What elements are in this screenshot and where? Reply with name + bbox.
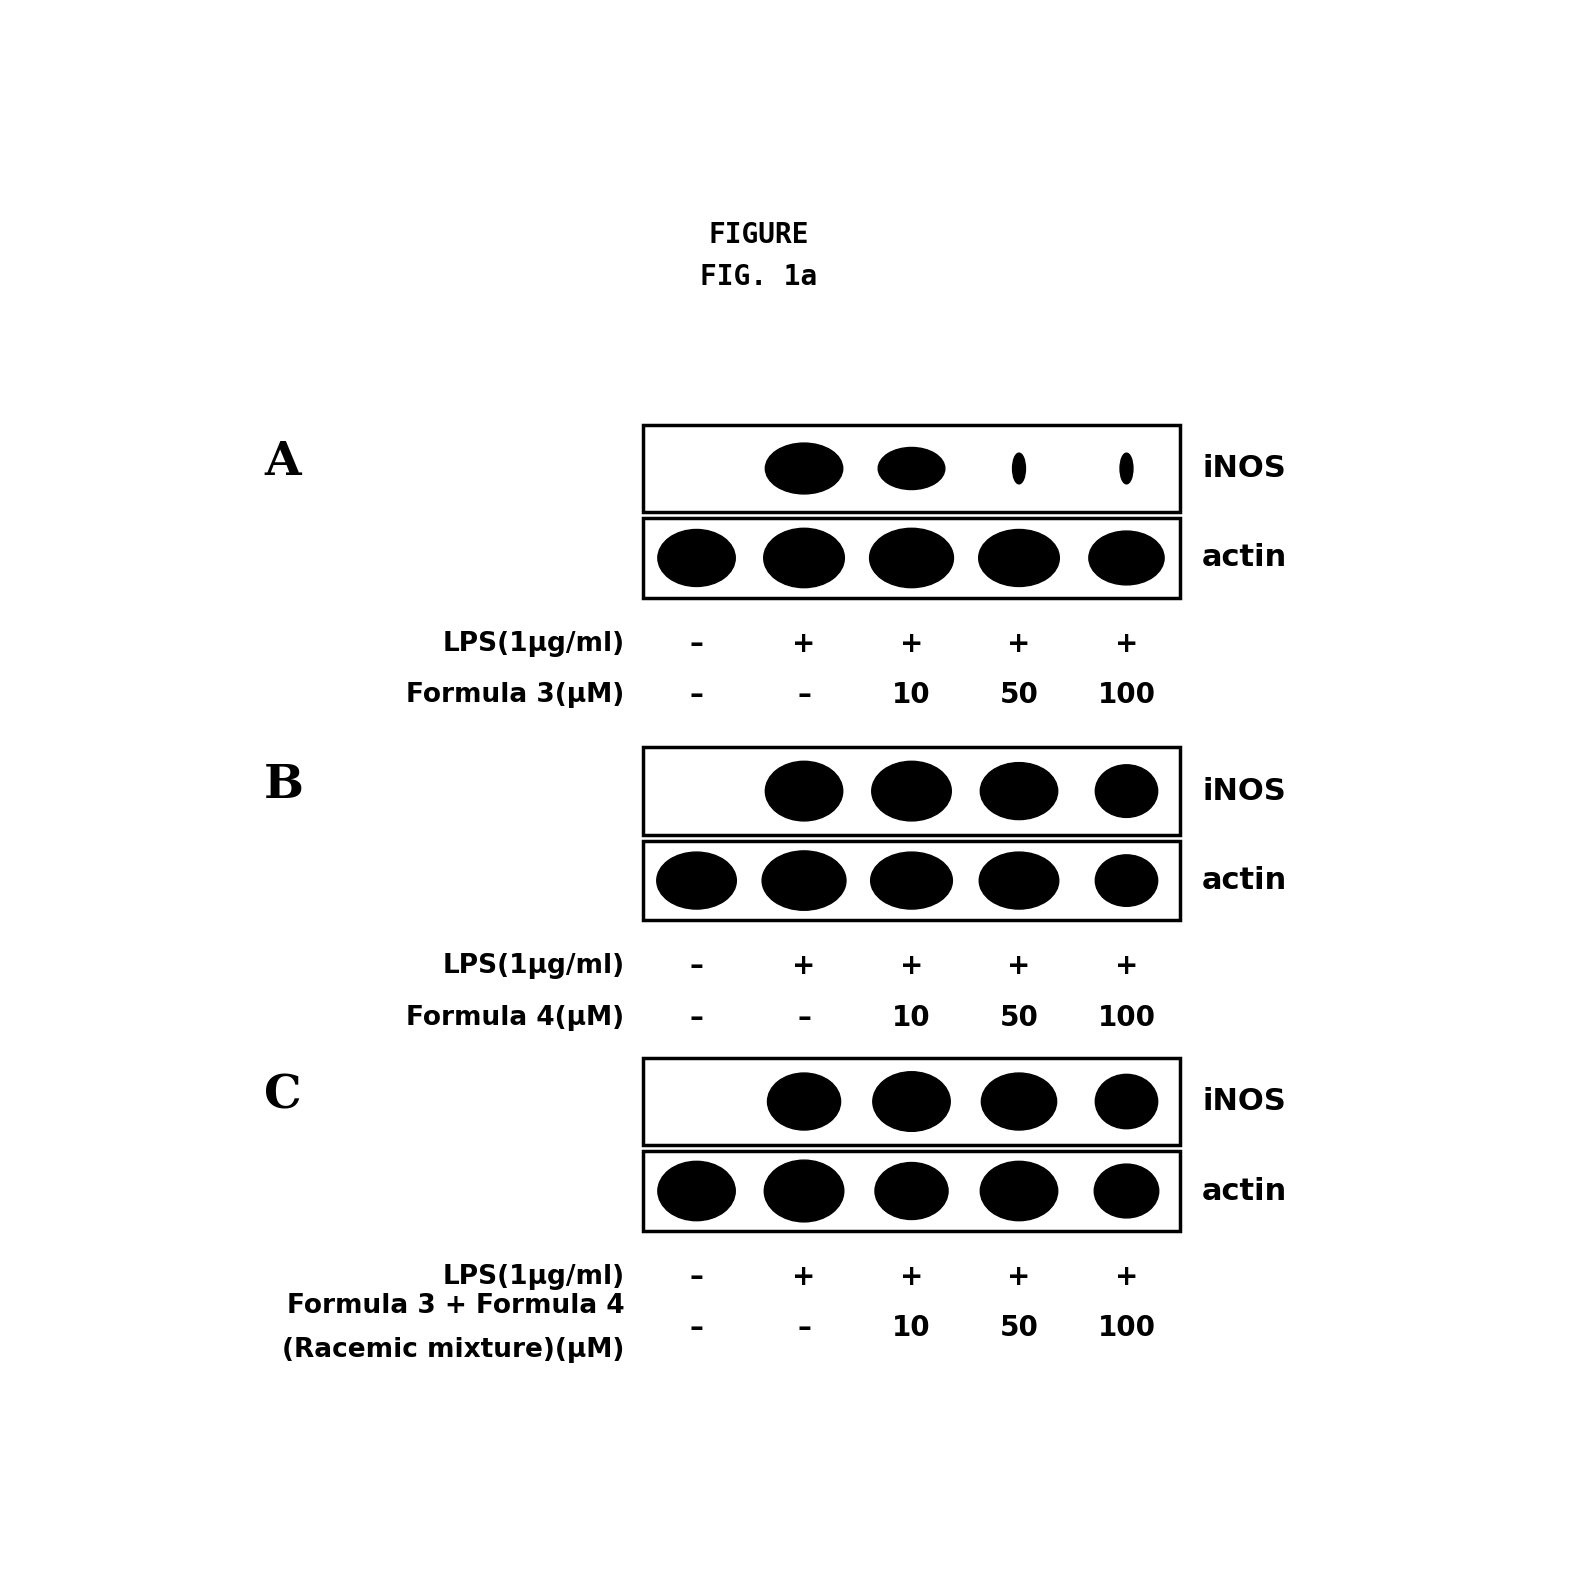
Ellipse shape — [764, 1160, 843, 1222]
Ellipse shape — [980, 1162, 1057, 1221]
Bar — [643, 519, 1180, 598]
Text: +: + — [793, 629, 816, 658]
Bar — [643, 841, 1180, 920]
Text: LPS(1μg/ml): LPS(1μg/ml) — [443, 631, 624, 656]
Ellipse shape — [979, 852, 1059, 909]
Ellipse shape — [878, 447, 946, 490]
Text: +: + — [900, 952, 924, 980]
Ellipse shape — [1121, 454, 1133, 484]
Text: –: – — [690, 681, 703, 708]
Text: +: + — [1114, 629, 1138, 658]
Ellipse shape — [1012, 454, 1026, 484]
Text: –: – — [690, 952, 703, 980]
Ellipse shape — [1089, 531, 1165, 585]
Text: –: – — [797, 681, 812, 708]
Text: +: + — [793, 952, 816, 980]
Text: –: – — [690, 1314, 703, 1342]
Ellipse shape — [657, 530, 736, 587]
Text: 100: 100 — [1097, 1004, 1155, 1031]
Text: Formula 3(μM): Formula 3(μM) — [407, 681, 624, 708]
Text: 100: 100 — [1097, 681, 1155, 708]
Text: –: – — [797, 1004, 812, 1031]
Text: 50: 50 — [999, 1314, 1039, 1342]
Ellipse shape — [872, 762, 952, 821]
Bar — [643, 1058, 1180, 1145]
Text: +: + — [1114, 952, 1138, 980]
Bar — [643, 425, 1180, 512]
Text: actin: actin — [1202, 866, 1288, 895]
Ellipse shape — [766, 443, 843, 493]
Text: 10: 10 — [892, 681, 931, 708]
Text: C: C — [265, 1072, 301, 1118]
Ellipse shape — [657, 1162, 736, 1221]
Text: +: + — [900, 629, 924, 658]
Text: (Racemic mixture)(μM): (Racemic mixture)(μM) — [282, 1338, 624, 1363]
Bar — [643, 1151, 1180, 1230]
Text: FIGURE: FIGURE — [709, 221, 808, 248]
Text: actin: actin — [1202, 1176, 1288, 1205]
Ellipse shape — [870, 528, 953, 588]
Ellipse shape — [1095, 855, 1158, 906]
Ellipse shape — [980, 762, 1057, 819]
Text: B: B — [265, 762, 304, 808]
Ellipse shape — [1095, 765, 1158, 817]
Ellipse shape — [979, 530, 1059, 587]
Text: +: + — [1007, 1263, 1031, 1290]
Text: Formula 4(μM): Formula 4(μM) — [407, 1004, 624, 1031]
Text: +: + — [793, 1263, 816, 1290]
Ellipse shape — [1095, 1075, 1158, 1129]
Ellipse shape — [873, 1072, 950, 1132]
Text: 100: 100 — [1097, 1314, 1155, 1342]
Text: 50: 50 — [999, 1004, 1039, 1031]
Text: –: – — [690, 1263, 703, 1290]
Text: 10: 10 — [892, 1314, 931, 1342]
Text: A: A — [265, 440, 301, 485]
Ellipse shape — [657, 852, 736, 909]
Text: LPS(1μg/ml): LPS(1μg/ml) — [443, 953, 624, 979]
Bar — [643, 748, 1180, 835]
Ellipse shape — [766, 762, 843, 821]
Text: +: + — [900, 1263, 924, 1290]
Text: –: – — [690, 1004, 703, 1031]
Text: 10: 10 — [892, 1004, 931, 1031]
Text: +: + — [1007, 629, 1031, 658]
Text: –: – — [797, 1314, 812, 1342]
Text: –: – — [690, 629, 703, 658]
Ellipse shape — [768, 1073, 840, 1130]
Text: Formula 3 + Formula 4: Formula 3 + Formula 4 — [287, 1293, 624, 1319]
Ellipse shape — [875, 1162, 949, 1219]
Text: iNOS: iNOS — [1202, 1088, 1286, 1116]
Ellipse shape — [982, 1073, 1056, 1130]
Text: +: + — [1114, 1263, 1138, 1290]
Text: FIG. 1a: FIG. 1a — [700, 264, 818, 291]
Text: iNOS: iNOS — [1202, 454, 1286, 484]
Text: LPS(1μg/ml): LPS(1μg/ml) — [443, 1263, 624, 1290]
Ellipse shape — [764, 528, 845, 588]
Text: 50: 50 — [999, 681, 1039, 708]
Text: +: + — [1007, 952, 1031, 980]
Ellipse shape — [870, 852, 952, 909]
Text: iNOS: iNOS — [1202, 776, 1286, 806]
Ellipse shape — [763, 851, 846, 911]
Text: actin: actin — [1202, 544, 1288, 572]
Ellipse shape — [1094, 1164, 1158, 1217]
